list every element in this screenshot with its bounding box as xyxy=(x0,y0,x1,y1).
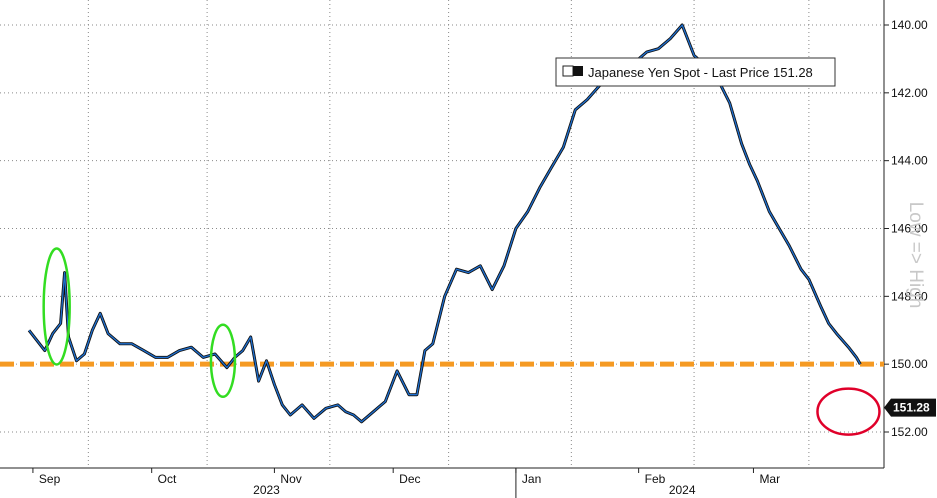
red-highlight-ellipse xyxy=(816,387,881,436)
last-price-label: 151.28 xyxy=(893,401,930,415)
legend-swatch xyxy=(573,66,583,76)
x-tick-label: Mar xyxy=(759,472,780,486)
year-label: 2024 xyxy=(669,483,696,497)
legend: Japanese Yen Spot - Last Price 151.28 xyxy=(555,57,836,87)
x-tick-label: Jan xyxy=(522,472,541,486)
y-tick-label: 148.00 xyxy=(891,289,928,303)
x-tick-label: Oct xyxy=(158,472,177,486)
legend-box xyxy=(555,57,836,87)
x-axis-ticks: Sep Oct Nov Dec Jan Feb Mar xyxy=(32,468,780,498)
y-tick-label: 152.00 xyxy=(891,425,928,439)
y-axis-ticks: 140.00 142.00 144.00 146.00 148.00 150.00 152.… xyxy=(884,18,928,439)
y-tick-label: 140.00 xyxy=(891,18,928,32)
last-price-box xyxy=(884,398,936,417)
price-line xyxy=(28,24,861,423)
side-axis-label: Low => High xyxy=(905,202,926,309)
y-tick-label: 142.00 xyxy=(891,86,928,100)
price-series xyxy=(27,23,862,424)
x-tick-label: Sep xyxy=(39,472,61,486)
year-label: 2023 xyxy=(253,483,280,497)
x-tick-label: Nov xyxy=(280,472,301,486)
last-price-marker: 151.28 xyxy=(884,398,936,417)
x-tick-label: Dec xyxy=(399,472,420,486)
green-highlight-ellipse xyxy=(42,247,71,366)
horizontal-gridlines xyxy=(0,24,884,433)
highlight-ellipses xyxy=(42,247,881,436)
y-tick-label: 144.00 xyxy=(891,154,928,168)
legend-label: Japanese Yen Spot - Last Price 151.28 xyxy=(588,65,813,80)
y-tick-label: 146.00 xyxy=(891,222,928,236)
year-labels: 2023 2024 xyxy=(253,483,696,497)
legend-swatch-outline xyxy=(562,65,574,77)
y-tick-label: 150.00 xyxy=(891,357,928,371)
green-highlight-ellipse xyxy=(209,323,237,399)
x-tick-label: Feb xyxy=(645,472,666,486)
